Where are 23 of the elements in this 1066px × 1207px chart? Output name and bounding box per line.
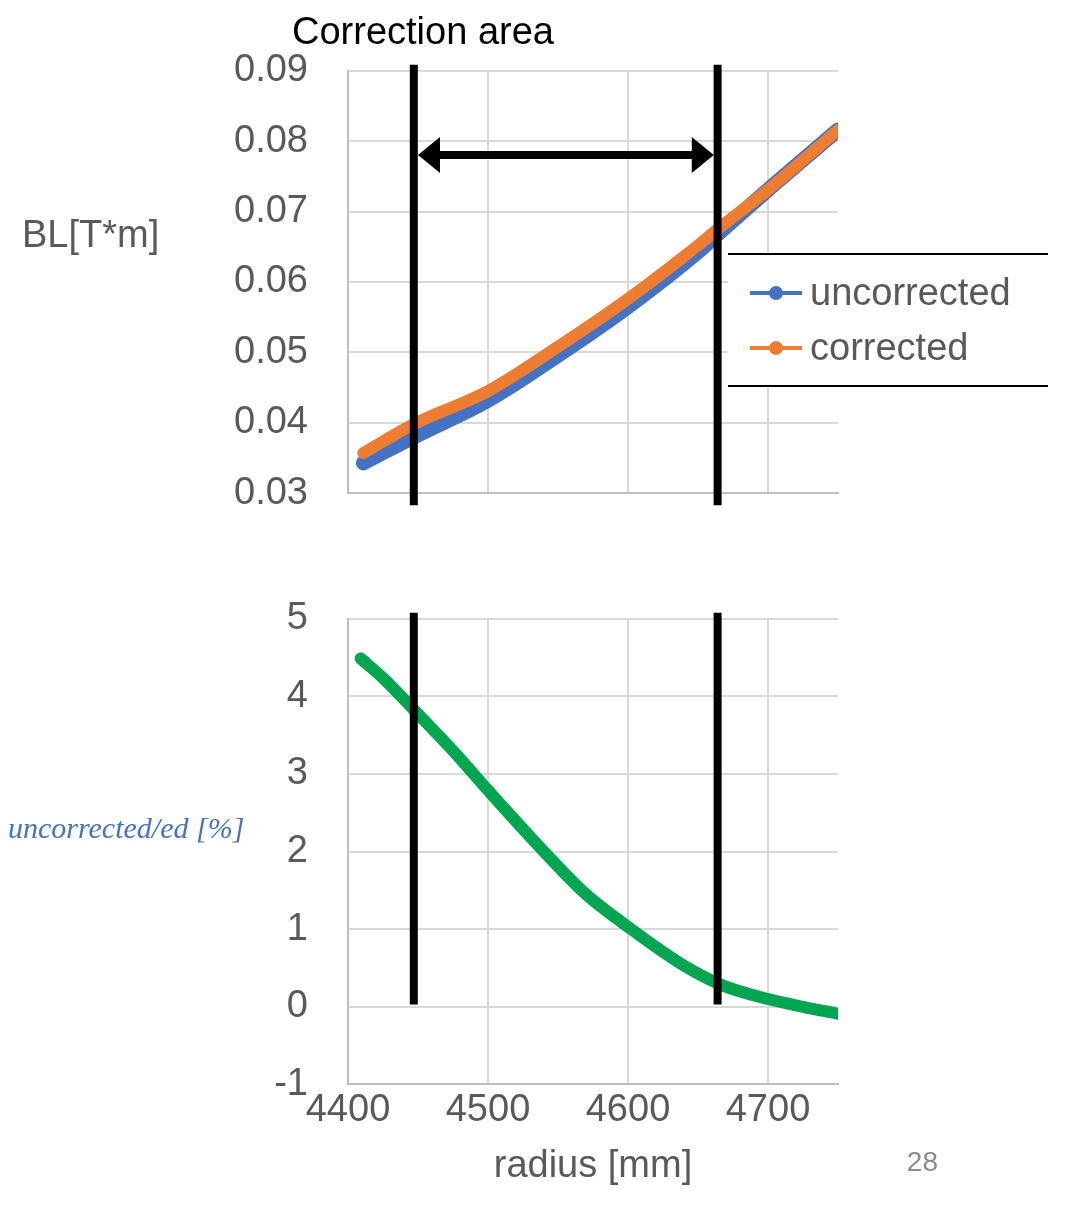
y-tick-label: 0.05 (234, 328, 308, 371)
y-tick-label: 3 (286, 750, 308, 793)
y-tick-label: 2 (286, 828, 308, 871)
y-tick-label: 0.04 (234, 399, 308, 442)
x-tick-label: 4600 (585, 1086, 671, 1129)
x-tick-label: 4700 (725, 1086, 811, 1129)
y-tick-label: 0.06 (234, 258, 308, 301)
y-tick-label: 0.03 (234, 469, 308, 512)
legend-label: uncorrected (810, 271, 1011, 314)
x-tick-label: 4500 (445, 1086, 531, 1129)
text: 28 (906, 1146, 938, 1178)
y-tick-label: 1 (286, 905, 308, 948)
y-tick-label: 4 (286, 672, 308, 715)
y-tick-label: -1 (274, 1060, 308, 1103)
x-axis-title: radius [mm] (492, 1143, 694, 1186)
legend-label: corrected (810, 326, 969, 369)
y-tick-label: 5 (286, 595, 308, 638)
y-axis-title: BL[T*m] (22, 213, 160, 256)
x-tick-label: 4400 (305, 1086, 391, 1129)
y-tick-label: 0.08 (234, 117, 308, 160)
y-tick-label: 0 (286, 983, 308, 1026)
y-axis-title: uncorrected/ed [%] (8, 811, 245, 845)
y-tick-label: 0.07 (234, 188, 308, 231)
